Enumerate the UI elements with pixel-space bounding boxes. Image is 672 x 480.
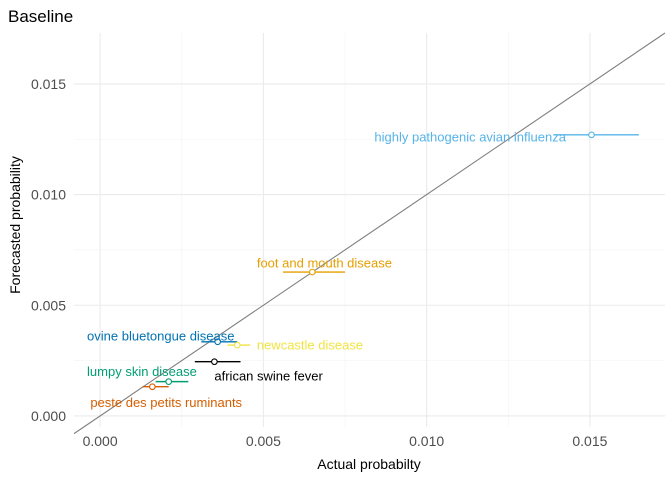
y-axis-title: Forecasted probability	[7, 156, 23, 294]
point-label: ovine bluetongue disease	[87, 329, 234, 344]
y-tick-label: 0.000	[31, 408, 66, 424]
grid	[74, 33, 665, 427]
data-points: highly pathogenic avian influenza foot an…	[87, 130, 639, 410]
x-tick-label: 0.015	[572, 433, 607, 449]
point-label: highly pathogenic avian influenza	[374, 130, 566, 145]
y-tick-label: 0.005	[31, 297, 66, 313]
identity-line	[73, 32, 666, 435]
x-axis-title: Actual probabilty	[317, 456, 421, 472]
point-label: foot and mouth disease	[257, 256, 392, 271]
data-point	[233, 341, 241, 349]
chart-title: Baseline	[8, 7, 73, 26]
data-point	[211, 358, 218, 366]
point-label: african swine fever	[214, 369, 323, 384]
data-point	[165, 378, 173, 385]
point-label: newcastle disease	[257, 338, 363, 353]
tick-labels: 0.000 0.005 0.010 0.015 0.000 0.005 0.010 0.015	[31, 76, 608, 449]
data-point	[214, 338, 222, 346]
x-tick-label: 0.000	[83, 433, 118, 449]
x-tick-label: 0.010	[409, 433, 444, 449]
point-label: lumpy skin disease	[87, 364, 197, 379]
y-tick-label: 0.015	[31, 76, 66, 92]
x-tick-label: 0.005	[246, 433, 281, 449]
data-point	[149, 383, 156, 391]
data-point	[588, 131, 595, 139]
y-tick-label: 0.010	[31, 187, 66, 203]
reference-line	[73, 32, 666, 435]
data-point	[309, 268, 316, 276]
point-label: peste des petits ruminants	[90, 395, 242, 410]
